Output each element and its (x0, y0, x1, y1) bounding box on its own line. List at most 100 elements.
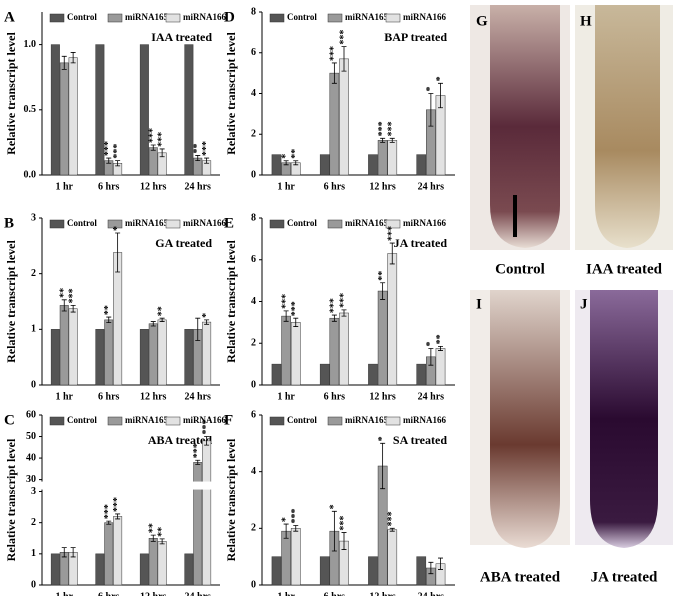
error-bar (293, 317, 299, 327)
legend-label: miRNA165 (125, 218, 168, 228)
bar (68, 57, 78, 176)
x-tick-label: 24 hrs (185, 591, 212, 596)
bar (329, 317, 340, 386)
x-tick-label: 12 hrs (369, 591, 396, 596)
bar (387, 140, 398, 176)
legend-label: Control (287, 12, 317, 22)
bar (319, 154, 330, 176)
y-tick-label: 0 (251, 579, 256, 590)
x-tick-label: 1 hr (56, 591, 74, 596)
y-tick-label: 0 (251, 379, 256, 390)
bar (329, 72, 340, 176)
error-bar (380, 442, 386, 490)
x-tick-label: 6 hrs (324, 181, 346, 192)
legend-label: Control (67, 12, 97, 22)
legend-label: Control (287, 218, 317, 228)
y-tick-label: 0.5 (24, 104, 37, 115)
legend-swatch (165, 219, 181, 229)
significance-mark: ** (148, 523, 159, 533)
chart-title: IAA treated (151, 30, 212, 44)
error-bar (331, 314, 337, 322)
y-tick-label: 6 (251, 254, 256, 265)
error-bar (438, 557, 444, 570)
error-bar (106, 157, 112, 164)
legend-label: miRNA165 (345, 218, 388, 228)
legend-label: miRNA166 (183, 218, 226, 228)
y-tick-label: 0 (31, 379, 36, 390)
legend-swatch (49, 416, 65, 426)
panel-letter: C (4, 412, 15, 428)
error-bar (389, 527, 395, 532)
image-caption: JA treated (591, 569, 658, 585)
y-tick-label: 60 (26, 409, 36, 420)
error-bar (115, 160, 121, 167)
bar (377, 140, 388, 176)
y-tick-label: 4 (251, 296, 256, 307)
significance-mark: *** (329, 298, 340, 313)
bar (139, 44, 149, 176)
error-bar (115, 513, 121, 520)
error-bar (70, 304, 76, 313)
y-axis-label: Relative transcript level (224, 438, 238, 561)
image-caption: ABA treated (480, 569, 561, 585)
significance-mark: * (329, 504, 340, 509)
y-tick-label: 0.0 (24, 169, 37, 180)
legend-swatch (327, 219, 343, 229)
x-tick-label: 1 hr (277, 391, 295, 402)
bar (368, 556, 378, 586)
legend-label: miRNA166 (403, 12, 446, 22)
bar (290, 528, 301, 586)
significance-mark: * (280, 154, 291, 159)
bar (271, 556, 282, 586)
image-caption: IAA treated (586, 261, 663, 277)
legend-swatch (165, 13, 181, 23)
significance-mark: *** (103, 141, 114, 156)
y-axis-label: Relative transcript level (4, 438, 18, 561)
bar (139, 329, 149, 386)
y-tick-label: 4 (251, 88, 256, 99)
y-tick-label: 4 (251, 466, 256, 477)
chart-title: GA treated (155, 236, 212, 250)
significance-mark: *** (103, 504, 114, 519)
bar (416, 363, 427, 386)
significance-mark: ** (59, 288, 70, 298)
error-bar (150, 144, 156, 151)
significance-mark: *** (290, 301, 301, 316)
error-bar (428, 561, 434, 575)
panel-letter: F (224, 412, 233, 428)
chart-title: SA treated (393, 433, 447, 447)
legend-label: Control (287, 415, 317, 425)
x-tick-label: 1 hr (56, 181, 74, 192)
root-images (470, 5, 673, 548)
legend-swatch (269, 416, 285, 426)
bar (139, 553, 149, 586)
bar (157, 541, 167, 586)
bar (368, 154, 378, 176)
significance-mark: *** (387, 511, 398, 526)
scale-bar (513, 195, 517, 237)
x-tick-label: 12 hrs (140, 591, 167, 596)
bar (50, 553, 60, 586)
bar (193, 462, 203, 586)
y-tick-label: 3 (31, 486, 36, 497)
error-bar (159, 317, 165, 322)
x-tick-label: 12 hrs (369, 181, 396, 192)
panel-letter: I (476, 296, 482, 312)
bar (50, 44, 60, 176)
significance-mark: *** (329, 46, 340, 61)
x-tick-label: 12 hrs (369, 391, 396, 402)
error-bar (115, 232, 121, 273)
significance-mark: *** (387, 121, 398, 136)
chart-title: BAP treated (384, 30, 447, 44)
error-bar (61, 299, 67, 312)
significance-mark: *** (156, 132, 167, 147)
y-tick-label: 2 (31, 517, 36, 528)
bar (271, 154, 282, 176)
bar (104, 522, 114, 586)
bar (319, 556, 330, 586)
significance-mark: *** (290, 509, 301, 524)
bar (290, 322, 301, 386)
y-axis-label: Relative transcript level (4, 240, 18, 363)
y-tick-label: 40 (26, 452, 36, 463)
y-tick-label: 1 (31, 548, 36, 559)
